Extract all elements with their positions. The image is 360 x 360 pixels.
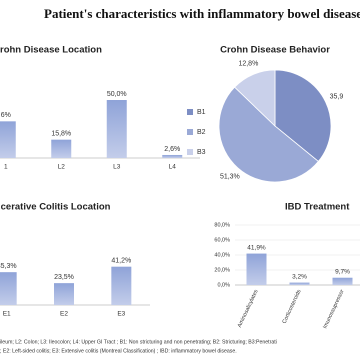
- legend-label: B1: [197, 109, 206, 116]
- value-label: 35,9: [330, 94, 344, 101]
- y-tick-label: 60,0%: [214, 237, 230, 243]
- x-tick-label: Aminosalicylates: [237, 289, 260, 329]
- value-label: 9,7%: [335, 268, 350, 275]
- value-label: 41,2%: [111, 258, 131, 265]
- y-tick-label: 0,0%: [217, 282, 230, 288]
- legend-label: B3: [197, 149, 206, 156]
- x-tick-label: E3: [117, 311, 125, 318]
- bar: [162, 154, 183, 158]
- x-tick-label: L3: [113, 164, 121, 171]
- footnote: ileum; L2: Colon; L3: Ileocolon; L4: Upp…: [0, 339, 277, 345]
- y-tick-label: 80,0%: [214, 222, 230, 228]
- pie-slice: [234, 69, 276, 127]
- value-label: 35,3%: [0, 263, 17, 270]
- value-label: 23,5%: [54, 274, 74, 281]
- bar: [106, 100, 127, 158]
- legend-label: B2: [197, 129, 206, 136]
- x-tick-label: Imunossupressor: [322, 289, 345, 330]
- bar: [111, 266, 132, 305]
- value-label: 50,0%: [107, 91, 127, 98]
- value-label: 51,3%: [220, 174, 240, 181]
- value-label: 41,9%: [247, 244, 266, 251]
- chart-title: rohn Disease Location: [0, 45, 102, 56]
- chart-title: lcerative Colitis Location: [0, 202, 111, 213]
- legend-swatch: [187, 109, 193, 115]
- chart-title: IBD Treatment: [285, 202, 350, 213]
- value-label: 15,8%: [51, 131, 71, 138]
- x-tick-label: L2: [58, 164, 66, 171]
- x-tick-label: E2: [60, 311, 68, 318]
- value-label: 6%: [1, 112, 11, 119]
- pie-slice: [218, 86, 319, 183]
- pie-slice: [274, 69, 332, 162]
- bar: [54, 283, 74, 305]
- x-tick-label: Corticosteroids: [282, 289, 303, 325]
- value-label: 2,6%: [164, 146, 180, 153]
- bar: [0, 272, 17, 305]
- bar: [289, 282, 310, 285]
- x-tick-label: 1: [4, 164, 8, 171]
- y-tick-label: 20,0%: [214, 267, 230, 273]
- bar: [332, 277, 353, 285]
- x-tick-label: E1: [3, 311, 11, 318]
- value-label: 12,8%: [238, 60, 258, 67]
- x-tick-label: L4: [169, 164, 177, 171]
- bar: [51, 139, 72, 158]
- y-tick-label: 40,0%: [214, 252, 230, 258]
- footnote: ; E2: Left-sided colitis; E3: Extensive …: [0, 348, 237, 354]
- legend-swatch: [187, 149, 193, 155]
- chart-title: Crohn Disease Behavior: [220, 45, 330, 56]
- legend-swatch: [187, 129, 193, 135]
- bar: [0, 121, 16, 158]
- slide-title: Patient's characteristics with inflammat…: [44, 6, 360, 21]
- value-label: 3,2%: [292, 273, 307, 280]
- bar: [246, 253, 267, 285]
